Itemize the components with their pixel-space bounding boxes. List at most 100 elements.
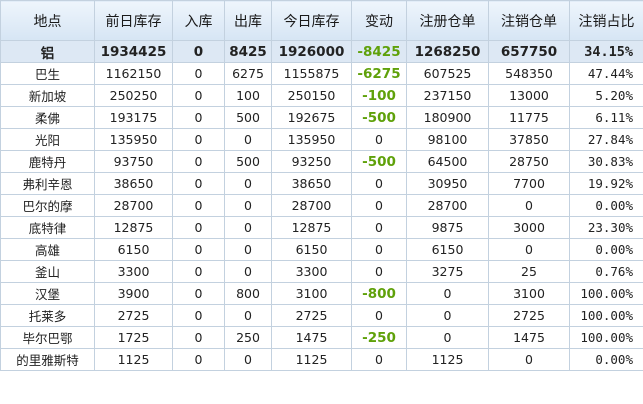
table-cell: 0 <box>224 172 272 195</box>
table-cell: 0.76% <box>569 260 643 283</box>
table-cell: 巴生 <box>0 62 95 85</box>
table-cell: 3100 <box>488 282 570 305</box>
table-cell: 0 <box>488 348 570 371</box>
table-cell: 0 <box>351 216 407 239</box>
table-row: 托莱多 2725 0 0 2725 0 0 2725 100.00% <box>0 304 643 327</box>
table-cell: 3275 <box>406 260 489 283</box>
table-row: 的里雅斯特 1125 0 0 1125 0 1125 0 0.00% <box>0 348 643 371</box>
table-cell: 汉堡 <box>0 282 95 305</box>
table-cell: 弗利辛恩 <box>0 172 95 195</box>
table-cell: 607525 <box>406 62 489 85</box>
table-cell: 3100 <box>271 282 352 305</box>
table-cell: 64500 <box>406 150 489 173</box>
table-cell: 0 <box>488 194 570 217</box>
table-cell: 新加坡 <box>0 84 95 107</box>
table-cell: 93250 <box>271 150 352 173</box>
table-cell: -500 <box>351 150 407 173</box>
table-cell: 12875 <box>271 216 352 239</box>
table-cell: 6150 <box>271 238 352 261</box>
table-row: 巴生 1162150 0 6275 1155875 -6275 607525 548350 47… <box>0 62 643 85</box>
column-header: 地点 <box>0 0 95 41</box>
table-cell: 657750 <box>488 40 570 63</box>
table-row: 弗利辛恩 38650 0 0 38650 0 30950 7700 19.92% <box>0 172 643 195</box>
table-cell: 38650 <box>94 172 173 195</box>
summary-row: 铝 1934425 0 8425 1926000 -8425 1268250 657750 34… <box>0 40 643 63</box>
table-row: 汉堡 3900 0 800 3100 -800 0 3100 100.00% <box>0 282 643 305</box>
table-cell: 250 <box>224 326 272 349</box>
column-header: 前日库存 <box>94 0 173 41</box>
table-cell: 0 <box>224 260 272 283</box>
table-cell: 0.00% <box>569 194 643 217</box>
table-cell: 托莱多 <box>0 304 95 327</box>
table-cell: 28700 <box>271 194 352 217</box>
table-cell: 180900 <box>406 106 489 129</box>
table-cell: 27.84% <box>569 128 643 151</box>
table-cell: -100 <box>351 84 407 107</box>
table-cell: 1475 <box>488 326 570 349</box>
table-cell: 0 <box>172 216 225 239</box>
table-cell: 500 <box>224 106 272 129</box>
table-cell: 3000 <box>488 216 570 239</box>
table-cell: 6150 <box>406 238 489 261</box>
table-cell: 3300 <box>271 260 352 283</box>
table-cell: -8425 <box>351 40 407 63</box>
table-cell: 铝 <box>0 40 95 63</box>
table-cell: 192675 <box>271 106 352 129</box>
table-cell: 1162150 <box>94 62 173 85</box>
table-cell: 毕尔巴鄂 <box>0 326 95 349</box>
table-cell: 6150 <box>94 238 173 261</box>
table-cell: 2725 <box>94 304 173 327</box>
table-row: 光阳 135950 0 0 135950 0 98100 37850 27.84% <box>0 128 643 151</box>
table-body: 铝 1934425 0 8425 1926000 -8425 1268250 657750 34… <box>0 40 643 371</box>
table-cell: 0 <box>224 238 272 261</box>
table-cell: 柔佛 <box>0 106 95 129</box>
column-header: 出库 <box>224 0 272 41</box>
table-cell: 0 <box>224 194 272 217</box>
table-cell: 98100 <box>406 128 489 151</box>
table-cell: 548350 <box>488 62 570 85</box>
table-cell: 250150 <box>271 84 352 107</box>
table-cell: 500 <box>224 150 272 173</box>
table-cell: 0 <box>406 282 489 305</box>
table-cell: 0 <box>172 40 225 63</box>
table-cell: 底特律 <box>0 216 95 239</box>
table-cell: 0 <box>351 172 407 195</box>
table-cell: 3900 <box>94 282 173 305</box>
table-cell: 0 <box>351 238 407 261</box>
column-header: 变动 <box>351 0 407 41</box>
table-cell: 0 <box>172 348 225 371</box>
table-cell: 0 <box>224 348 272 371</box>
table-cell: 9875 <box>406 216 489 239</box>
column-header: 今日库存 <box>271 0 352 41</box>
table-cell: 34.15% <box>569 40 643 63</box>
table-cell: 0 <box>172 150 225 173</box>
inventory-table: 地点 前日库存 入库 出库 今日库存 变动 注册仓单 注销仓单 注销占比 铝 1934425 0 84… <box>0 0 643 371</box>
table-cell: 19.92% <box>569 172 643 195</box>
column-header: 注销仓单 <box>488 0 570 41</box>
table-cell: 0 <box>172 62 225 85</box>
table-cell: 2725 <box>271 304 352 327</box>
table-cell: 0 <box>351 128 407 151</box>
table-cell: 23.30% <box>569 216 643 239</box>
table-cell: 0 <box>172 238 225 261</box>
table-row: 新加坡 250250 0 100 250150 -100 237150 13000 5.20% <box>0 84 643 107</box>
table-cell: 5.20% <box>569 84 643 107</box>
table-cell: 1155875 <box>271 62 352 85</box>
header-row: 地点 前日库存 入库 出库 今日库存 变动 注册仓单 注销仓单 注销占比 <box>0 0 643 41</box>
table-cell: 0 <box>172 128 225 151</box>
table-cell: 0 <box>172 260 225 283</box>
table-cell: 0 <box>488 238 570 261</box>
table-cell: 37850 <box>488 128 570 151</box>
table-cell: 光阳 <box>0 128 95 151</box>
table-cell: 13000 <box>488 84 570 107</box>
table-cell: -250 <box>351 326 407 349</box>
table-cell: 0 <box>172 326 225 349</box>
table-cell: 巴尔的摩 <box>0 194 95 217</box>
table-cell: 3300 <box>94 260 173 283</box>
table-cell: 1125 <box>406 348 489 371</box>
table-cell: 0 <box>224 216 272 239</box>
table-cell: 0 <box>351 194 407 217</box>
table-cell: 100.00% <box>569 282 643 305</box>
table-cell: 鹿特丹 <box>0 150 95 173</box>
